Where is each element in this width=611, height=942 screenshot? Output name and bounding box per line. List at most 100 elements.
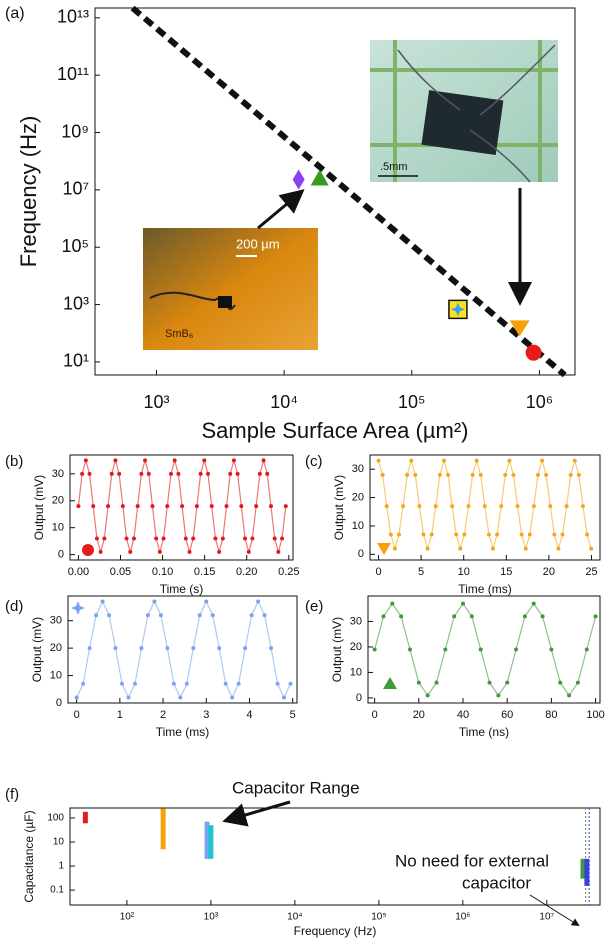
- data-point: [265, 471, 270, 476]
- x-tick-label: 0.20: [236, 566, 257, 578]
- data-point: [544, 472, 549, 477]
- x-tick-label: 0: [372, 709, 378, 721]
- data-point: [176, 471, 181, 476]
- data-point: [100, 599, 105, 604]
- data-point: [191, 536, 196, 541]
- plot-frame: [94, 7, 576, 376]
- data-point: [250, 536, 255, 541]
- data-point: [446, 472, 451, 477]
- data-point: [249, 613, 254, 618]
- data-point: [310, 169, 329, 186]
- data-point: [202, 458, 207, 463]
- data-point: [549, 647, 554, 652]
- data-point: [276, 549, 281, 554]
- y-axis-label: Frequency (Hz): [16, 116, 41, 268]
- x-tick-label: 3: [203, 709, 209, 721]
- panel-icon: [383, 677, 397, 689]
- data-point: [94, 613, 99, 618]
- x-tick-label: 80: [545, 709, 557, 721]
- y-tick-label: 10: [53, 837, 65, 848]
- data-point: [143, 458, 148, 463]
- data-point: [466, 504, 471, 509]
- data-point: [568, 472, 573, 477]
- data-point: [204, 599, 209, 604]
- scale-label: .5mm: [380, 161, 408, 173]
- data-point: [515, 504, 520, 509]
- x-tick-label: 10⁷: [539, 912, 554, 923]
- data-point: [198, 471, 203, 476]
- data-point: [76, 504, 81, 509]
- data-point: [525, 344, 542, 361]
- data-point: [558, 680, 563, 685]
- data-point: [478, 647, 483, 652]
- data-point: [272, 536, 277, 541]
- data-point: [87, 646, 92, 651]
- data-point: [91, 504, 96, 509]
- data-point: [580, 504, 585, 509]
- data-point: [491, 546, 496, 551]
- y-tick-label: 10⁷: [62, 179, 89, 199]
- plots: (a) 10³ 10⁴ 10⁵ 10⁶ 10¹ 10³ 10⁵ 10⁷ 10⁹ 10¹¹ 10¹³ Sa…: [5, 5, 605, 938]
- x-tick-label: 10⁶: [455, 912, 470, 923]
- range-bar: [204, 821, 210, 859]
- data-point: [224, 504, 229, 509]
- data-point: [572, 458, 577, 463]
- data-point: [416, 680, 421, 685]
- x-tick-label: 10: [458, 566, 470, 578]
- data-point: [117, 471, 122, 476]
- data-point: [372, 647, 377, 652]
- annotation: Capacitor Range: [232, 778, 360, 797]
- x-axis-label: Sample Surface Area (µm²): [202, 418, 469, 443]
- data-point: [527, 532, 532, 537]
- data-point: [220, 536, 225, 541]
- data-point: [576, 472, 581, 477]
- trend-line: [130, 5, 567, 378]
- data-point: [120, 681, 125, 686]
- data-point: [486, 532, 491, 537]
- y-tick-label: 100: [47, 813, 64, 824]
- data-point: [469, 614, 474, 619]
- data-point: [168, 471, 173, 476]
- data-point: [184, 681, 189, 686]
- data-point: [450, 302, 465, 317]
- x-tick-label: 0: [74, 709, 80, 721]
- data-point: [235, 471, 240, 476]
- data-point: [519, 532, 524, 537]
- y-axis-label: Output (mV): [32, 475, 46, 540]
- data-point: [474, 458, 479, 463]
- data-point: [462, 532, 467, 537]
- annotation: capacitor: [462, 873, 531, 892]
- panel-icon: [377, 543, 391, 555]
- y-tick-label: 10⁵: [62, 236, 89, 256]
- data-point: [593, 614, 598, 619]
- photo-sample: [218, 296, 232, 308]
- x-tick-label: 10⁵: [398, 392, 425, 412]
- data-point: [535, 472, 540, 477]
- data-point: [228, 471, 233, 476]
- x-tick-label: 5: [290, 709, 296, 721]
- data-point: [540, 614, 545, 619]
- arrow: [257, 189, 305, 230]
- data-point: [511, 472, 516, 477]
- data-point: [268, 504, 273, 509]
- x-tick-label: 10⁴: [287, 912, 302, 923]
- data-point: [401, 504, 406, 509]
- y-tick-label: 20: [350, 641, 362, 653]
- y-tick-label: 0: [358, 548, 364, 560]
- data-point: [158, 613, 163, 618]
- data-point: [191, 646, 196, 651]
- data-point: [376, 458, 381, 463]
- arrow: [222, 800, 291, 827]
- data-point: [433, 504, 438, 509]
- y-tick-label: 1: [58, 861, 64, 872]
- data-point: [425, 693, 430, 698]
- x-tick-label: 0: [375, 566, 381, 578]
- data-point: [180, 504, 185, 509]
- data-point: [434, 680, 439, 685]
- x-tick-label: 10⁴: [270, 392, 298, 412]
- y-tick-label: 10³: [63, 293, 89, 313]
- data-point: [257, 471, 262, 476]
- data-point: [390, 601, 395, 606]
- y-axis-label: Output (mV): [332, 475, 346, 540]
- x-tick-label: 10⁵: [371, 912, 386, 923]
